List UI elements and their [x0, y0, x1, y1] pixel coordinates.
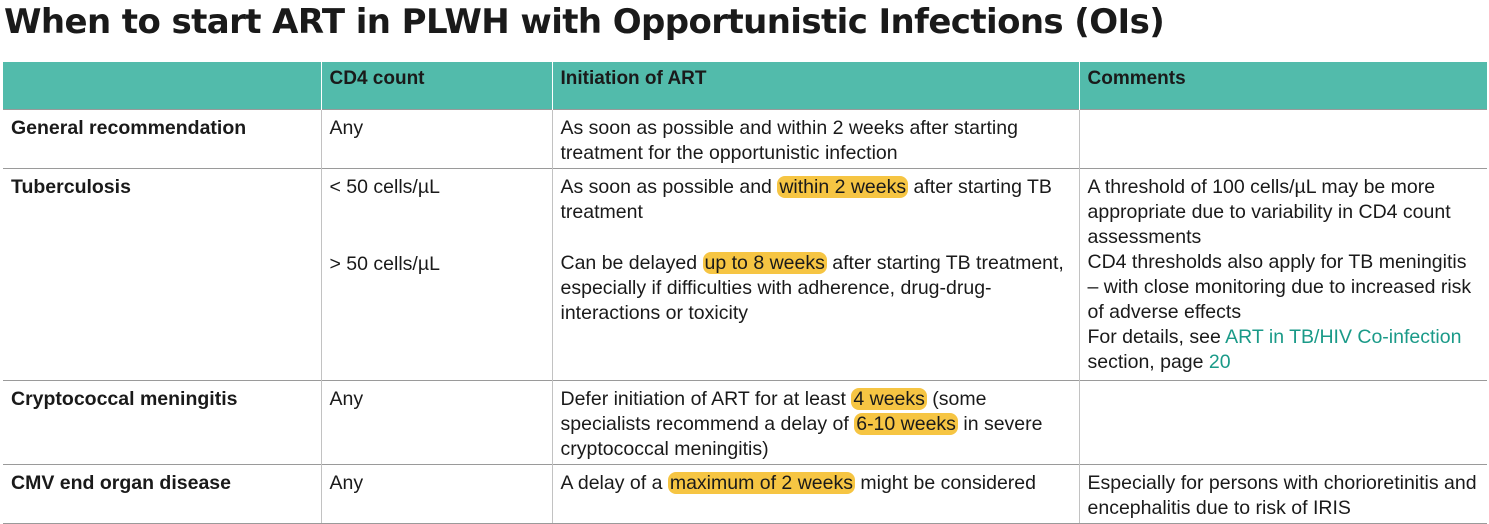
text: A delay of a — [560, 472, 668, 494]
tb-init-high: Can be delayed up to 8 weeks after start… — [561, 251, 1071, 326]
spacer — [561, 225, 1071, 251]
text: For details, see — [1087, 326, 1226, 348]
row-cryptococcal: Cryptococcal meningitis Any Defer initia… — [3, 380, 1487, 465]
page-title: When to start ART in PLWH with Opportuni… — [4, 2, 1165, 42]
tb-comment-meningitis: CD4 thresholds also apply for TB meningi… — [1087, 251, 1472, 323]
cmv-condition: CMV end organ disease — [3, 464, 321, 524]
header-cd4-count: CD4 count — [320, 62, 552, 110]
text: Can be delayed — [560, 252, 703, 274]
cmv-comments: Especially for persons with chorioretini… — [1078, 464, 1487, 524]
tb-cd4-high: > 50 cells/µL — [329, 253, 440, 275]
text: might be considered — [854, 472, 1036, 494]
cmv-cd4: Any — [320, 464, 552, 524]
crypto-comments — [1078, 380, 1487, 465]
text: section, page — [1087, 351, 1209, 373]
row-cmv: CMV end organ disease Any A delay of a m… — [3, 464, 1487, 524]
tb-init-low: As soon as possible and within 2 weeks a… — [561, 175, 1071, 225]
crypto-cd4: Any — [320, 380, 552, 465]
highlight: 4 weeks — [851, 388, 927, 410]
tb-cd4-low: < 50 cells/µL — [329, 176, 440, 198]
general-cd4: Any — [320, 109, 552, 169]
header-condition — [3, 62, 321, 110]
table-header-row: CD4 count Initiation of ART Comments — [3, 62, 1487, 110]
text: in severe cryptococcal meningitis) — [560, 413, 1043, 460]
page-link[interactable]: 20 — [1208, 351, 1231, 373]
highlight: 6-10 weeks — [854, 413, 958, 435]
text: Defer initiation of ART for at least — [560, 388, 852, 410]
art-timing-table: CD4 count Initiation of ART Comments Gen… — [3, 62, 1487, 524]
tb-comment-threshold: A threshold of 100 cells/µL may be more … — [1087, 176, 1451, 248]
general-comments — [1078, 109, 1487, 169]
tb-initiation: As soon as possible and within 2 weeks a… — [551, 168, 1079, 381]
text: after starting TB treatment, especially … — [560, 252, 1064, 324]
header-initiation: Initiation of ART — [551, 62, 1079, 110]
tb-hiv-section-link[interactable]: ART in TB/HIV Co-infection — [1225, 326, 1462, 348]
row-tuberculosis: Tuberculosis < 50 cells/µL > 50 cells/µL… — [3, 168, 1487, 381]
spacer — [330, 200, 544, 226]
crypto-initiation: Defer initiation of ART for at least 4 w… — [551, 380, 1079, 465]
text: after starting TB treatment — [560, 176, 1052, 223]
general-condition: General recommendation — [3, 109, 321, 169]
highlight: up to 8 weeks — [702, 252, 827, 274]
cmv-initiation: A delay of a maximum of 2 weeks might be… — [551, 464, 1079, 524]
spacer — [330, 226, 544, 252]
text: (some specialists recommend a delay of — [560, 388, 987, 435]
header-comments: Comments — [1078, 62, 1487, 110]
highlight: within 2 weeks — [777, 176, 909, 198]
text: As soon as possible and — [560, 176, 778, 198]
tb-cd4: < 50 cells/µL > 50 cells/µL — [320, 168, 552, 381]
tb-comment-details: For details, see ART in TB/HIV Co-infect… — [1088, 325, 1480, 375]
tb-condition: Tuberculosis — [3, 168, 321, 381]
general-initiation: As soon as possible and within 2 weeks a… — [551, 109, 1079, 169]
highlight: maximum of 2 weeks — [667, 472, 855, 494]
crypto-condition: Cryptococcal meningitis — [3, 380, 321, 465]
row-general: General recommendation Any As soon as po… — [3, 109, 1487, 169]
tb-comments: A threshold of 100 cells/µL may be more … — [1078, 168, 1487, 381]
